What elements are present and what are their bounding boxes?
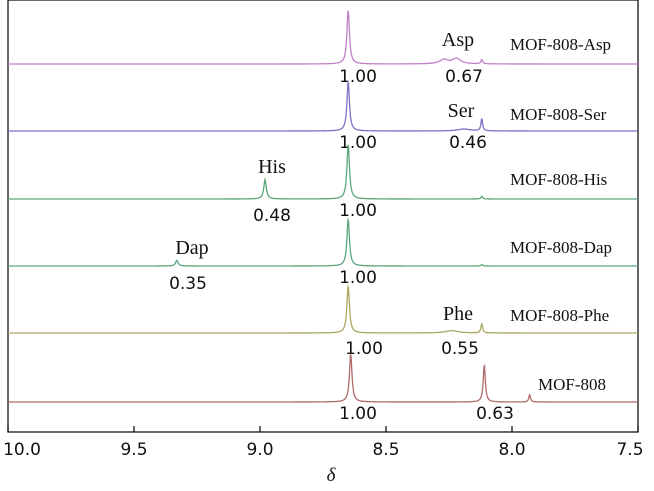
spectra-group: MOF-808-Asp Asp 1.00 0.67 MOF-808-Ser Ser 1.00… <box>8 11 638 424</box>
series-label: MOF-808-His <box>510 170 607 189</box>
plot-frame <box>8 0 638 432</box>
peak-label: Asp <box>442 29 474 51</box>
x-tick-label: 8.5 <box>372 440 399 460</box>
x-tick-label: 10.0 <box>3 440 41 460</box>
peak-label: Ser <box>448 100 475 122</box>
series-label: MOF-808-Ser <box>510 105 607 124</box>
peak-label: Phe <box>443 303 473 325</box>
peak-label: His <box>258 156 286 178</box>
series-label: MOF-808-Asp <box>510 35 611 54</box>
integral-label: 0.46 <box>449 133 487 153</box>
x-axis-label: δ <box>327 465 337 486</box>
integral-label: 0.67 <box>445 67 483 87</box>
x-tick-label: 7.5 <box>616 440 643 460</box>
x-tick-label: 9.0 <box>246 440 273 460</box>
x-axis: 10.0 9.5 9.0 8.5 8.0 7.5 <box>3 426 643 460</box>
integral-label: 0.48 <box>253 206 291 226</box>
series-label: MOF-808 <box>538 375 606 394</box>
x-tick-label: 8.0 <box>498 440 525 460</box>
peak-label: Dap <box>175 237 208 259</box>
integral-label: 0.63 <box>476 404 514 424</box>
integral-label: 1.00 <box>339 201 377 221</box>
series-label: MOF-808-Dap <box>510 238 612 257</box>
integral-label: 1.00 <box>339 268 377 288</box>
integral-label: 0.55 <box>441 339 479 359</box>
x-tick-label: 9.5 <box>120 440 147 460</box>
integral-label: 1.00 <box>339 133 377 153</box>
integral-label: 0.35 <box>169 274 207 294</box>
integral-label: 1.00 <box>339 67 377 87</box>
integral-label: 1.00 <box>339 404 377 424</box>
series-label: MOF-808-Phe <box>510 306 609 325</box>
